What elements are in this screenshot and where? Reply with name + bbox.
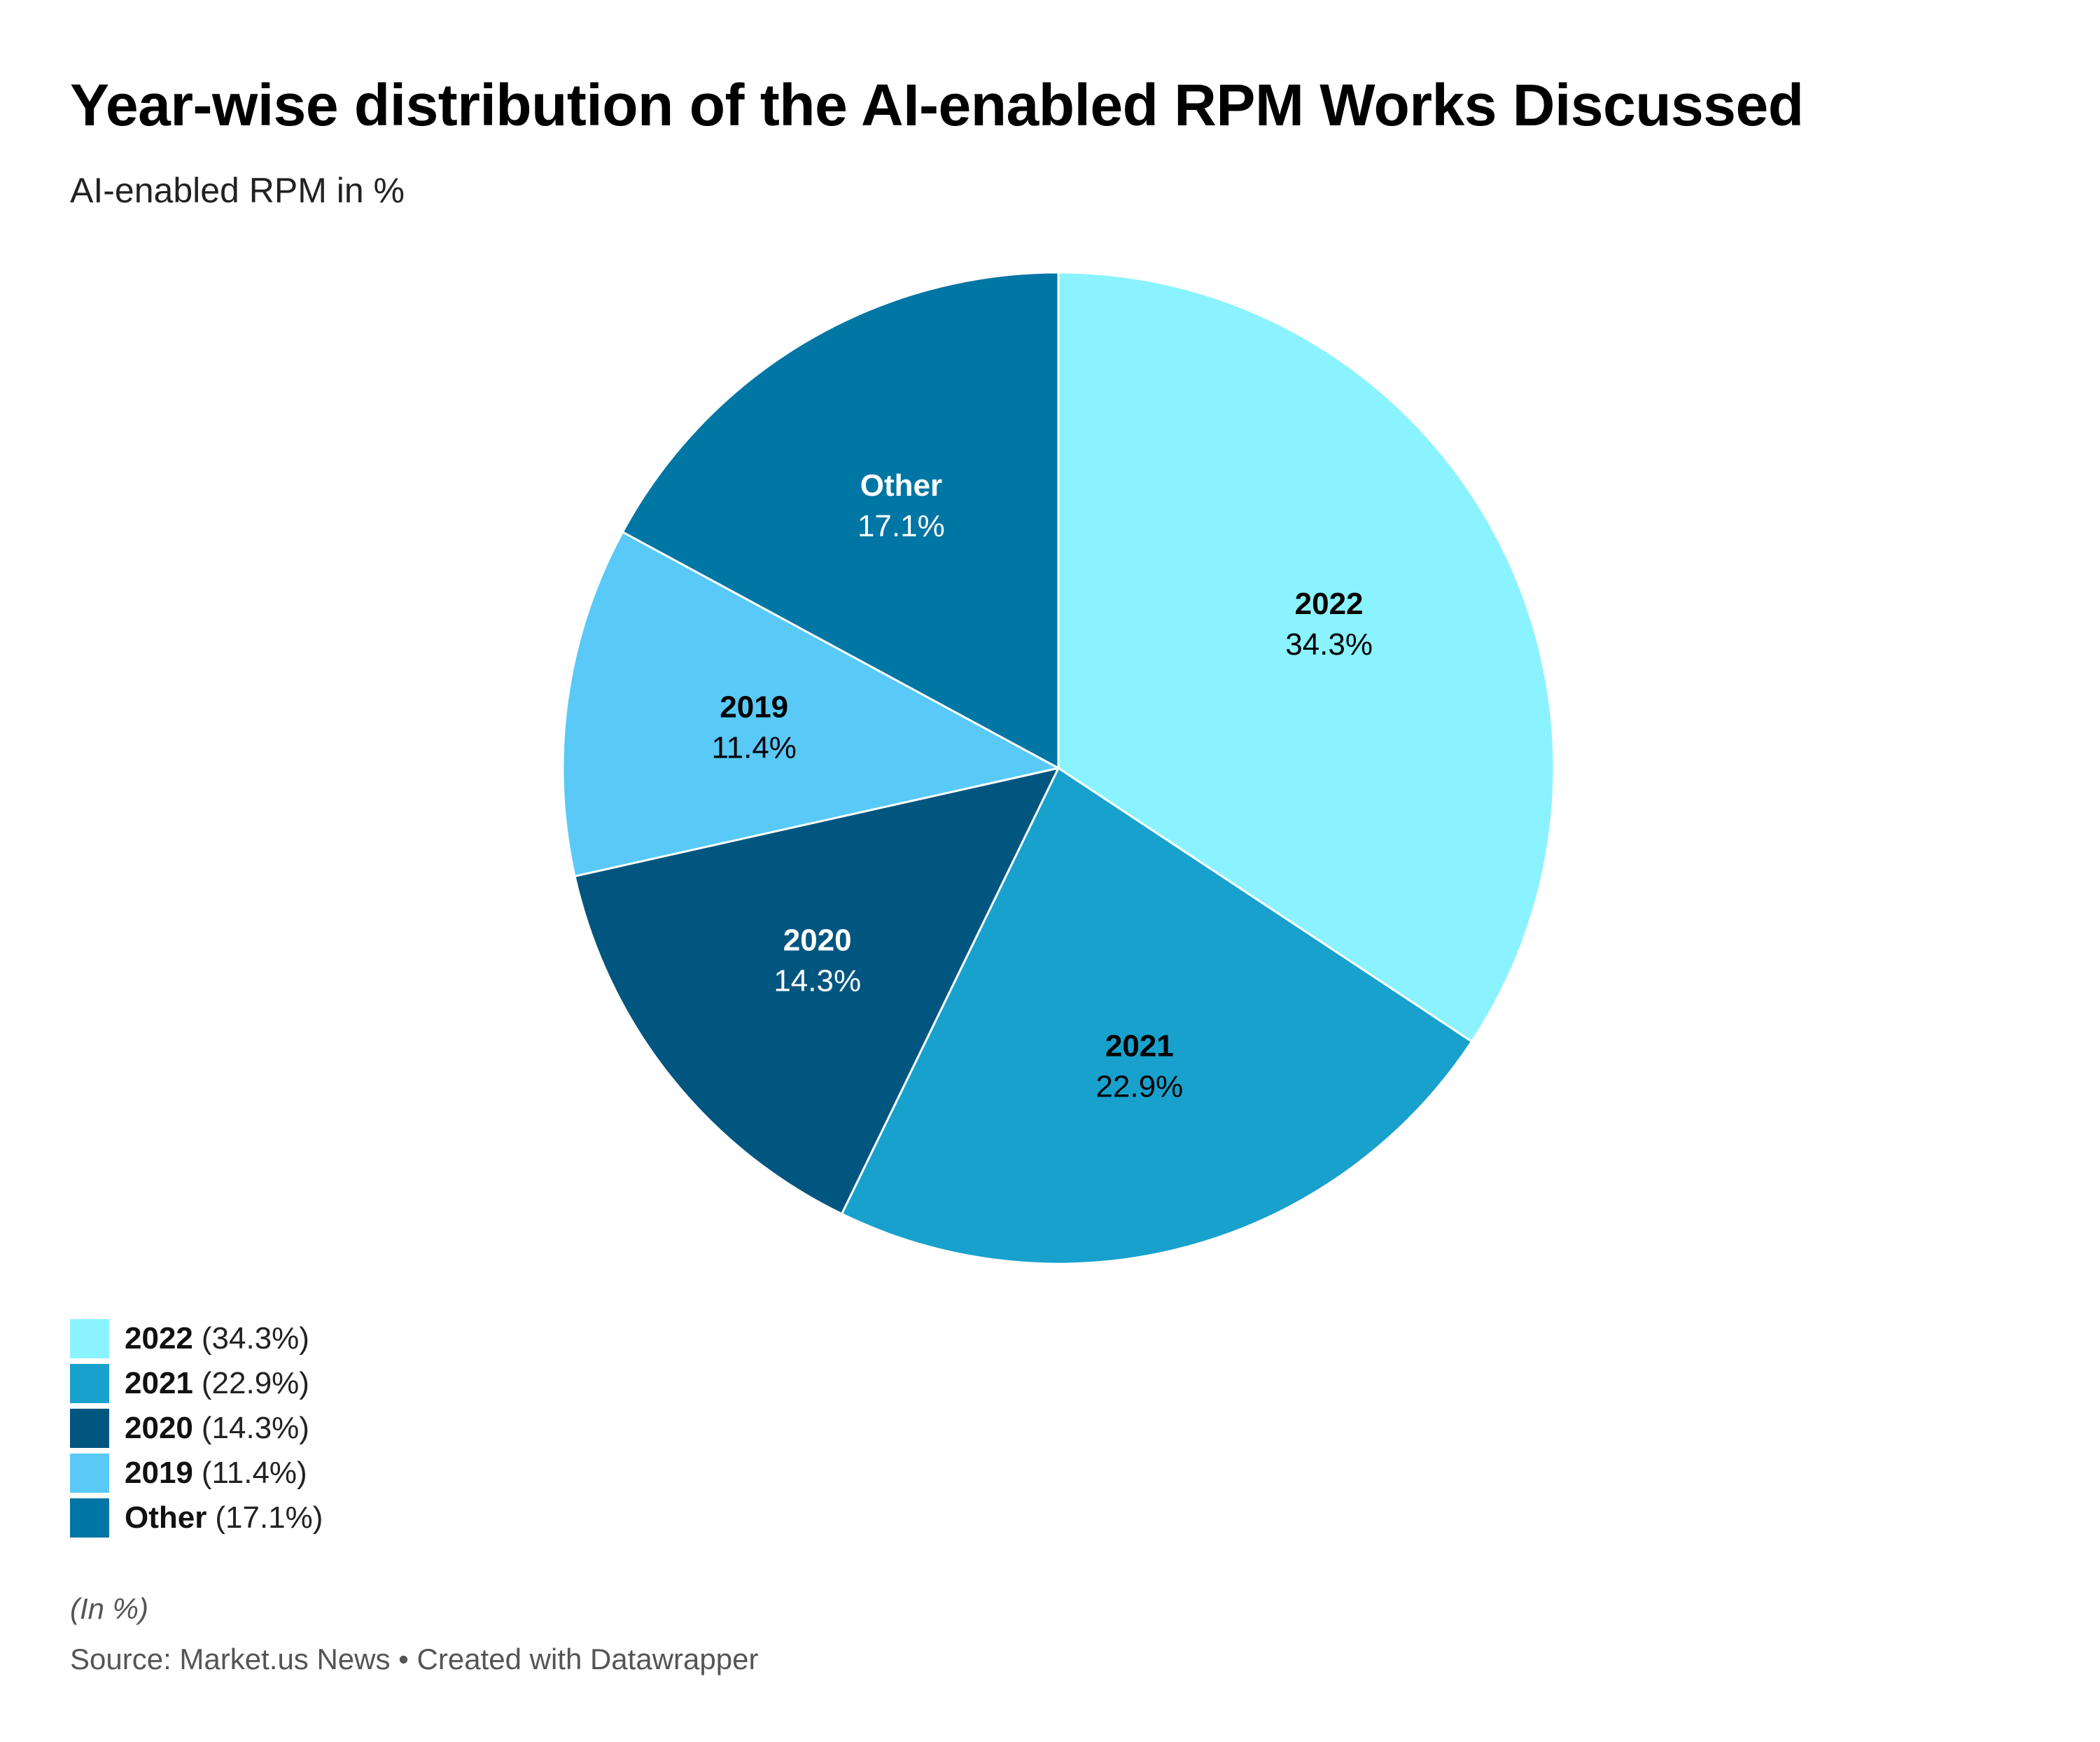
legend-item-2020: 2020 (14.3%) [70,1406,323,1451]
slice-label-value: 11.4% [711,731,797,765]
legend-swatch [70,1319,109,1358]
slice-label-name: Other [860,468,942,503]
legend-value: (22.9%) [201,1366,309,1400]
legend-label: 2020 [125,1411,193,1445]
legend-label: Other [125,1500,207,1535]
legend-label: 2021 [125,1366,193,1400]
slice-label-other: Other 17.1% [858,468,945,543]
legend-swatch [70,1454,109,1493]
legend-item-other: Other (17.1%) [70,1496,323,1540]
slice-label-value: 14.3% [774,963,861,998]
slice-label-value: 34.3% [1285,627,1373,662]
legend-value: (34.3%) [201,1321,309,1356]
pie-slices [561,271,1555,1265]
legend-label: 2022 [125,1321,193,1356]
legend-value: (11.4%) [201,1456,307,1490]
pie-slice-2019 [561,531,1060,877]
legend-swatch [70,1498,109,1538]
slice-label-2022: 2022 34.3% [1285,587,1373,662]
chart-title: Year-wise distribution of the AI-enabled… [70,72,1804,138]
legend-item-2019: 2019 (11.4%) [70,1451,323,1496]
slice-label-name: 2020 [783,923,852,957]
source-credit: Source: Market.us News • Created with Da… [70,1643,759,1675]
slice-label-value: 17.1% [858,509,945,543]
pie-slice-other [621,271,1060,769]
slice-label-2021: 2021 22.9% [1096,1029,1183,1103]
legend-swatch [70,1409,109,1448]
legend: 2022 (34.3%) 2021 (22.9%) 2020 (14.3%) 2019 (11… [70,1316,323,1540]
legend-label: 2019 [125,1456,193,1490]
slice-label-name: 2019 [720,690,788,725]
slice-label-value: 22.9% [1096,1069,1183,1103]
unit-note: (In %) [70,1592,149,1625]
slice-label-name: 2022 [1295,587,1364,621]
legend-value: (14.3%) [201,1411,309,1445]
chart-subtitle: AI-enabled RPM in % [70,171,405,210]
slice-label-name: 2021 [1105,1029,1174,1063]
pie-slice-2020 [573,767,1060,1215]
pie-labels: 2022 34.3% 2021 22.9% 2020 14.3% 2019 11.4% Othe… [711,468,1373,1104]
legend-item-2021: 2021 (22.9%) [70,1361,323,1406]
legend-item-2022: 2022 (34.3%) [70,1316,323,1361]
slice-label-2019: 2019 11.4% [711,690,797,765]
legend-swatch [70,1364,109,1403]
legend-value: (17.1%) [215,1500,323,1535]
slice-label-2020: 2020 14.3% [774,923,861,998]
